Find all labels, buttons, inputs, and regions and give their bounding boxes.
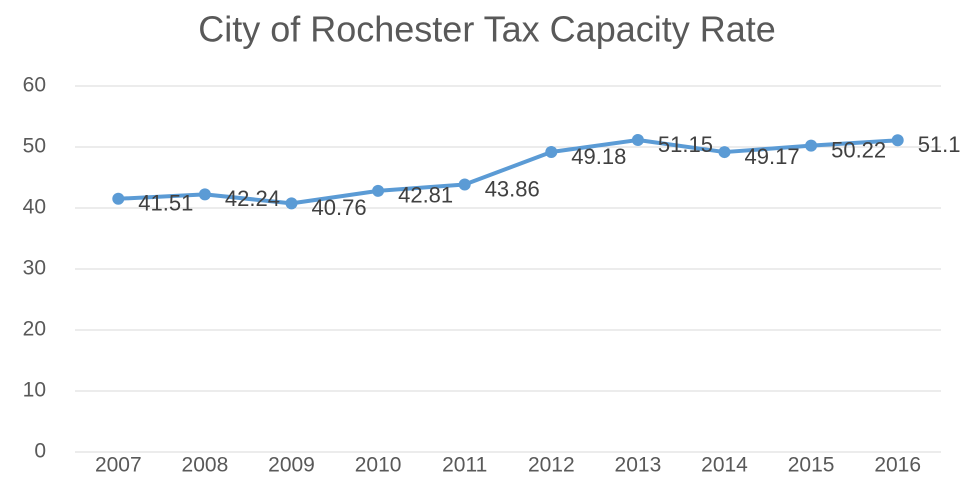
point xyxy=(718,146,731,159)
point xyxy=(631,133,644,146)
x-tick-label: 2012 xyxy=(528,454,575,477)
point xyxy=(112,192,125,205)
data-label: 49.18 xyxy=(571,144,626,169)
point xyxy=(805,139,818,152)
point xyxy=(285,197,298,210)
chart-title: City of Rochester Tax Capacity Rate xyxy=(198,9,776,50)
y-tick-label: 0 xyxy=(34,440,46,463)
data-label: 43.86 xyxy=(485,176,540,201)
x-tick-label: 2013 xyxy=(615,454,662,477)
data-label: 40.76 xyxy=(312,195,367,220)
point xyxy=(545,146,558,159)
x-tick-label: 2009 xyxy=(268,454,315,477)
data-label: 50.22 xyxy=(831,137,886,162)
x-tick-label: 2011 xyxy=(442,454,487,477)
point xyxy=(372,184,385,197)
data-label: 51.1 xyxy=(918,132,961,157)
y-tick-label: 30 xyxy=(23,257,46,280)
x-tick-label: 2014 xyxy=(701,454,748,477)
data-label: 49.17 xyxy=(745,144,800,169)
data-label: 51.15 xyxy=(658,132,713,157)
data-label: 42.24 xyxy=(225,186,280,211)
data-label: 41.51 xyxy=(138,191,193,216)
line xyxy=(118,137,898,206)
x-tick-label: 2016 xyxy=(874,454,921,477)
x-tick-label: 2008 xyxy=(182,454,229,477)
point xyxy=(891,134,904,147)
x-tick-label: 2015 xyxy=(788,454,835,477)
y-tick-label: 10 xyxy=(23,379,46,402)
y-tick-label: 20 xyxy=(23,318,46,341)
data-label: 42.81 xyxy=(398,183,453,208)
point xyxy=(458,178,471,191)
x-tick-label: 2010 xyxy=(355,454,402,477)
y-tick-label: 50 xyxy=(23,135,46,158)
x-tick-label: 2007 xyxy=(95,454,142,477)
y-tick-label: 40 xyxy=(23,196,46,219)
point xyxy=(198,188,211,201)
y-tick-label: 60 xyxy=(23,74,46,97)
